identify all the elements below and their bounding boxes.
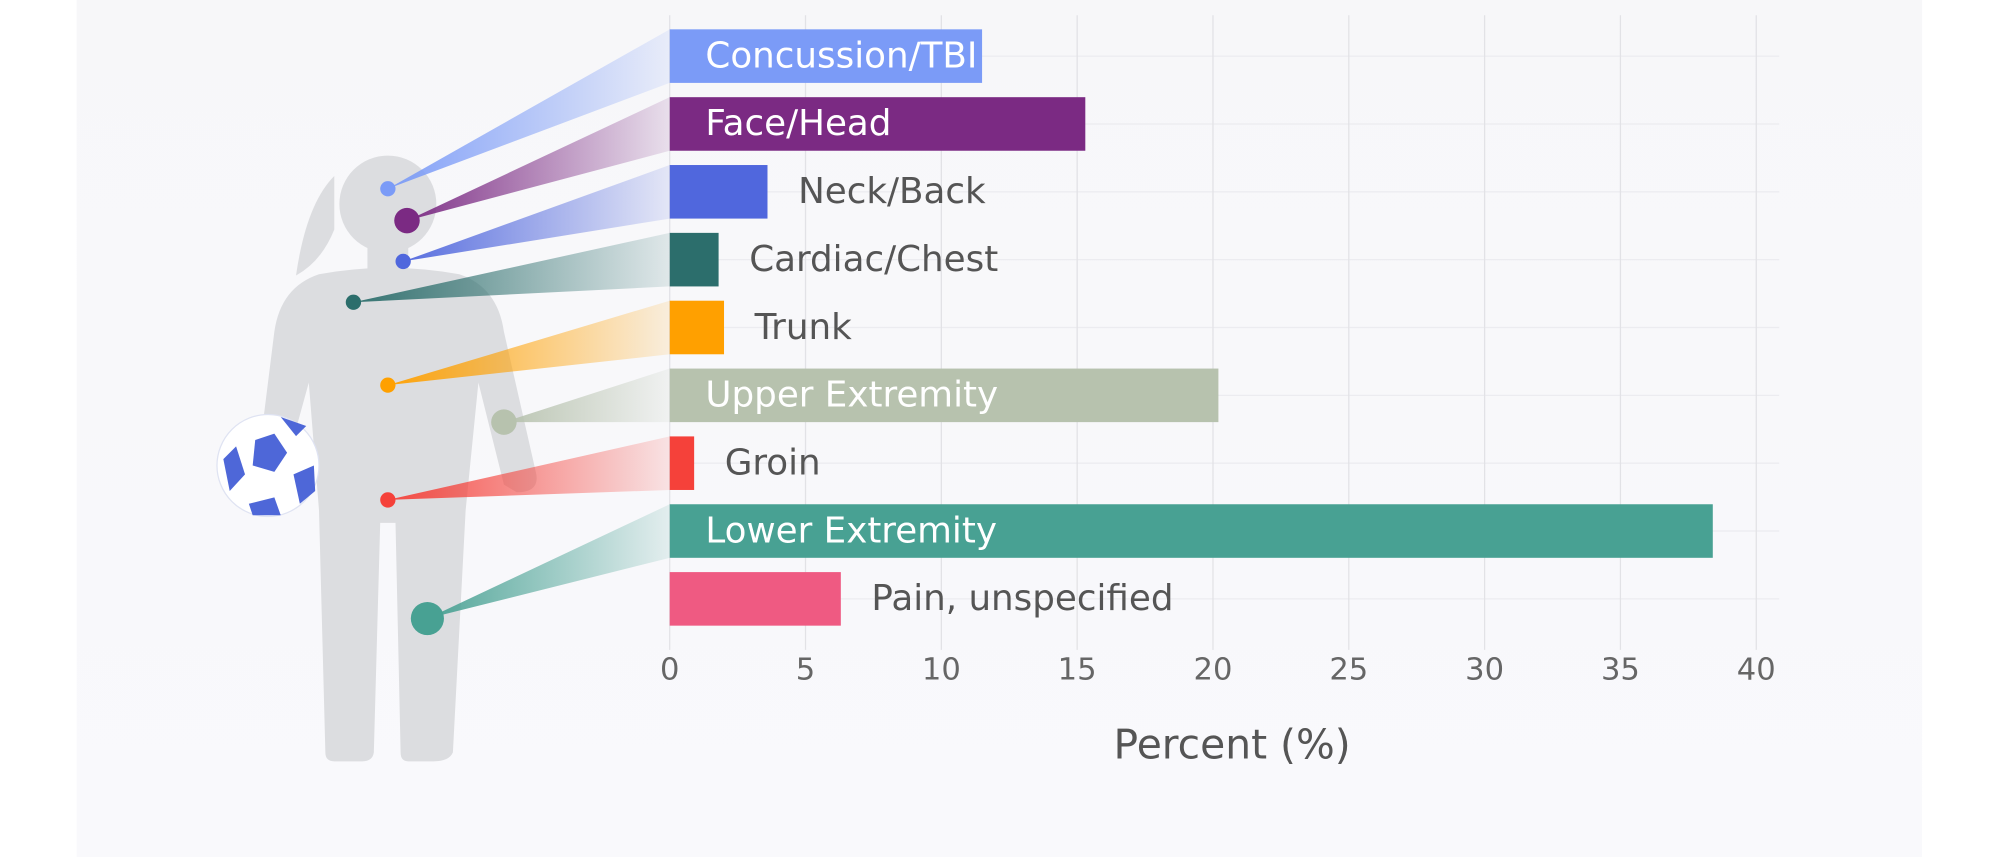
bar [669,300,725,355]
bar [669,232,719,287]
body-dot [491,409,517,435]
x-tick-label: 10 [922,652,961,687]
category-label: Trunk [754,307,852,348]
category-label: Groin [725,442,821,483]
body-dot [345,294,362,310]
x-tick-label: 30 [1465,652,1504,687]
category-label: Lower Extremity [705,510,997,551]
body-dot [410,601,444,636]
connector [403,165,670,262]
x-tick-label: 20 [1194,652,1233,687]
bar [669,97,1086,151]
bar [669,572,841,626]
category-label: Pain, unspecified [871,578,1173,619]
category-label: Cardiac/Chest [749,239,998,280]
x-tick-label: 25 [1329,652,1368,687]
bar [669,165,768,219]
category-label: Face/Head [705,103,891,144]
category-label: Neck/Back [798,171,986,212]
category-label: Concussion/TBI [705,35,977,76]
body-dot [394,207,420,234]
x-axis-label: Percent (%) [1114,720,1351,768]
x-tick-label: 0 [660,652,679,687]
x-tick-label: 15 [1058,652,1097,687]
soccer-ball [216,413,320,518]
x-tick-label: 40 [1737,652,1776,687]
x-tick-label: 35 [1601,652,1640,687]
body-dot [380,181,396,197]
bar [669,436,695,490]
connector [503,368,670,423]
bar [669,368,1219,423]
body-dot [395,253,411,270]
connector [406,97,670,221]
x-tick-label: 5 [796,652,815,687]
body-dot [380,492,396,508]
bar [669,504,1713,558]
category-label: Upper Extremity [705,375,998,416]
body-dot [380,377,396,393]
bar [669,29,983,83]
